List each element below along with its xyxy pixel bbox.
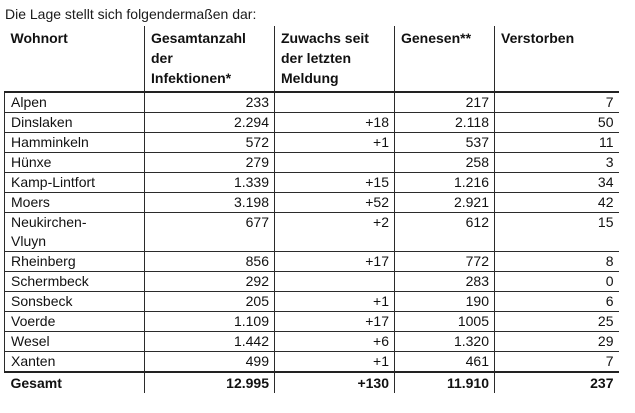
genesen-cell: 537 xyxy=(394,132,495,153)
table-row: Dinslaken 2.294 +18 2.118 50 xyxy=(4,112,619,133)
genesen-cell: 283 xyxy=(394,271,495,292)
wohnort-cell: Moers xyxy=(4,192,145,213)
page: Die Lage stellt sich folgendermaßen dar:… xyxy=(4,6,619,393)
wohnort-cell: Hamminkeln xyxy=(4,132,145,153)
zuwachs-cell xyxy=(274,152,395,173)
intro-text: Die Lage stellt sich folgendermaßen dar: xyxy=(5,6,257,22)
infektionen-cell: 279 xyxy=(144,152,275,173)
col-header-wohnort: Wohnort xyxy=(4,26,145,93)
verstorben-cell: 11 xyxy=(494,132,619,153)
wohnort-cell: Rheinberg xyxy=(4,251,145,272)
verstorben-cell: 15 xyxy=(494,212,619,252)
wohnort-cell: Dinslaken xyxy=(4,112,145,133)
infektionen-cell: 292 xyxy=(144,271,275,292)
infektionen-cell: 1.109 xyxy=(144,311,275,332)
infektionen-cell: 233 xyxy=(144,92,275,113)
genesen-cell: 2.118 xyxy=(394,112,495,133)
infektionen-cell: 1.442 xyxy=(144,331,275,352)
verstorben-cell: 50 xyxy=(494,112,619,133)
table-row: Hünxe 279 258 3 xyxy=(4,152,619,173)
verstorben-cell: 3 xyxy=(494,152,619,173)
verstorben-cell: 7 xyxy=(494,351,619,373)
infektionen-cell: 499 xyxy=(144,351,275,373)
zuwachs-cell: +2 xyxy=(274,212,395,252)
verstorben-cell: 34 xyxy=(494,172,619,193)
wohnort-cell: Voerde xyxy=(4,311,145,332)
total-genesen-cell: 11.910 xyxy=(394,372,495,393)
infektionen-cell: 2.294 xyxy=(144,112,275,133)
total-infektionen-cell: 12.995 xyxy=(144,372,275,393)
table-row: Neukirchen- Vluyn 677 +2 612 15 xyxy=(4,212,619,252)
zuwachs-cell: +17 xyxy=(274,311,395,332)
zuwachs-cell: +52 xyxy=(274,192,395,213)
table-row: Voerde 1.109 +17 1005 25 xyxy=(4,311,619,332)
table-row: Xanten 499 +1 461 7 xyxy=(4,351,619,373)
table-row: Hamminkeln 572 +1 537 11 xyxy=(4,132,619,153)
wohnort-cell: Kamp-Lintfort xyxy=(4,172,145,193)
genesen-cell: 1.320 xyxy=(394,331,495,352)
infektionen-cell: 856 xyxy=(144,251,275,272)
infection-stats-table: Wohnort Gesamtanzahl der Infektionen* Zu… xyxy=(4,26,619,393)
genesen-cell: 772 xyxy=(394,251,495,272)
zuwachs-cell: +1 xyxy=(274,351,395,373)
table-body: Alpen 233 217 7 Dinslaken 2.294 +18 2.11… xyxy=(4,92,619,373)
verstorben-cell: 8 xyxy=(494,251,619,272)
col-header-zuwachs: Zuwachs seit der letzten Meldung xyxy=(274,26,395,93)
total-label-cell: Gesamt xyxy=(10,375,62,391)
zuwachs-cell: +15 xyxy=(274,172,395,193)
genesen-cell: 217 xyxy=(394,92,495,113)
genesen-cell: 1005 xyxy=(394,311,495,332)
genesen-cell: 612 xyxy=(394,212,495,252)
zuwachs-cell: +18 xyxy=(274,112,395,133)
infektionen-cell: 1.339 xyxy=(144,172,275,193)
verstorben-cell: 7 xyxy=(494,92,619,113)
col-header-infektionen: Gesamtanzahl der Infektionen* xyxy=(144,26,275,93)
wohnort-cell: Xanten xyxy=(4,351,145,373)
total-verstorben-cell: 237 xyxy=(494,372,619,393)
genesen-cell: 190 xyxy=(394,291,495,312)
zuwachs-cell xyxy=(274,92,395,113)
genesen-cell: 1.216 xyxy=(394,172,495,193)
wohnort-cell: Schermbeck xyxy=(4,271,145,292)
zuwachs-cell xyxy=(274,271,395,292)
zuwachs-cell: +1 xyxy=(274,291,395,312)
wohnort-cell: Sonsbeck xyxy=(4,291,145,312)
table-row: Moers 3.198 +52 2.921 42 xyxy=(4,192,619,213)
table-row: Alpen 233 217 7 xyxy=(4,92,619,113)
verstorben-cell: 6 xyxy=(494,291,619,312)
verstorben-cell: 42 xyxy=(494,192,619,213)
infektionen-cell: 677 xyxy=(144,212,275,252)
infektionen-cell: 3.198 xyxy=(144,192,275,213)
table-row: Sonsbeck 205 +1 190 6 xyxy=(4,291,619,312)
wohnort-cell: Alpen xyxy=(4,92,145,113)
col-header-genesen: Genesen** xyxy=(394,26,495,93)
genesen-cell: 258 xyxy=(394,152,495,173)
infektionen-cell: 572 xyxy=(144,132,275,153)
zuwachs-cell: +6 xyxy=(274,331,395,352)
wohnort-cell: Hünxe xyxy=(4,152,145,173)
wohnort-cell: Wesel xyxy=(4,331,145,352)
infektionen-cell: 205 xyxy=(144,291,275,312)
header-row: Wohnort Gesamtanzahl der Infektionen* Zu… xyxy=(4,26,619,93)
total-zuwachs-cell: +130 xyxy=(274,372,395,393)
verstorben-cell: 25 xyxy=(494,311,619,332)
zuwachs-cell: +17 xyxy=(274,251,395,272)
table-row: Rheinberg 856 +17 772 8 xyxy=(4,251,619,272)
table-row: Wesel 1.442 +6 1.320 29 xyxy=(4,331,619,352)
genesen-cell: 2.921 xyxy=(394,192,495,213)
table-row: Schermbeck 292 283 0 xyxy=(4,271,619,292)
verstorben-cell: 0 xyxy=(494,271,619,292)
table-row: Kamp-Lintfort 1.339 +15 1.216 34 xyxy=(4,172,619,193)
total-row: Gesamt 12.995 +130 11.910 237 xyxy=(5,372,619,393)
genesen-cell: 461 xyxy=(394,351,495,373)
wohnort-cell: Neukirchen- Vluyn xyxy=(4,212,145,252)
col-header-verstorben: Verstorben xyxy=(494,26,619,93)
zuwachs-cell: +1 xyxy=(274,132,395,153)
verstorben-cell: 29 xyxy=(494,331,619,352)
